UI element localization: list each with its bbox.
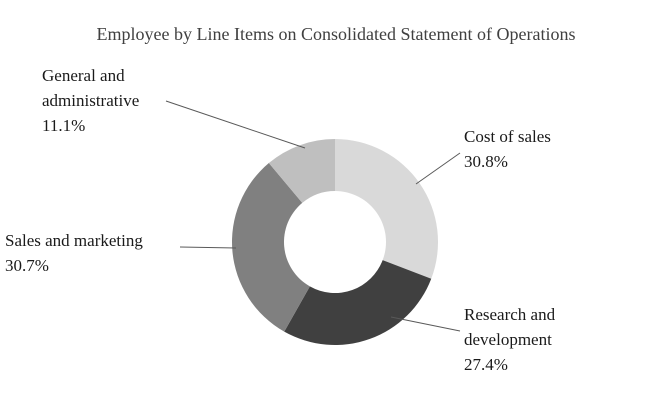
donut-segment-sales-and-marketing bbox=[231, 163, 310, 332]
label-category-cost-of-sales: Cost of sales bbox=[464, 127, 551, 146]
leader-line-research-development bbox=[390, 316, 461, 332]
leader-line-cost-of-sales bbox=[415, 152, 461, 185]
label-category-research-development: Research and development bbox=[464, 305, 556, 349]
donut-segments bbox=[231, 139, 439, 346]
donut-segment-research-and-development bbox=[284, 260, 432, 346]
label-research-development: Research and development 27.4% bbox=[464, 302, 599, 377]
chart-title: Employee by Line Items on Consolidated S… bbox=[96, 24, 576, 44]
label-cost-of-sales: Cost of sales 30.8% bbox=[464, 124, 594, 174]
label-general-administrative: General and administrative 11.1% bbox=[42, 63, 167, 138]
donut-segment-general-and-administrative bbox=[268, 139, 335, 203]
label-category-sales-marketing: Sales and marketing bbox=[5, 231, 143, 250]
label-percent-research-development: 27.4% bbox=[464, 355, 508, 374]
leader-line-general-administrative bbox=[165, 100, 306, 149]
label-category-general-administrative: General and administrative bbox=[42, 66, 140, 110]
leader-line-sales-marketing bbox=[179, 246, 237, 249]
donut-segment-cost-of-sales bbox=[335, 139, 439, 279]
label-percent-sales-marketing: 30.7% bbox=[5, 256, 49, 275]
label-percent-general-administrative: 11.1% bbox=[42, 116, 86, 135]
label-percent-cost-of-sales: 30.8% bbox=[464, 152, 508, 171]
label-sales-marketing: Sales and marketing 30.7% bbox=[5, 228, 185, 278]
